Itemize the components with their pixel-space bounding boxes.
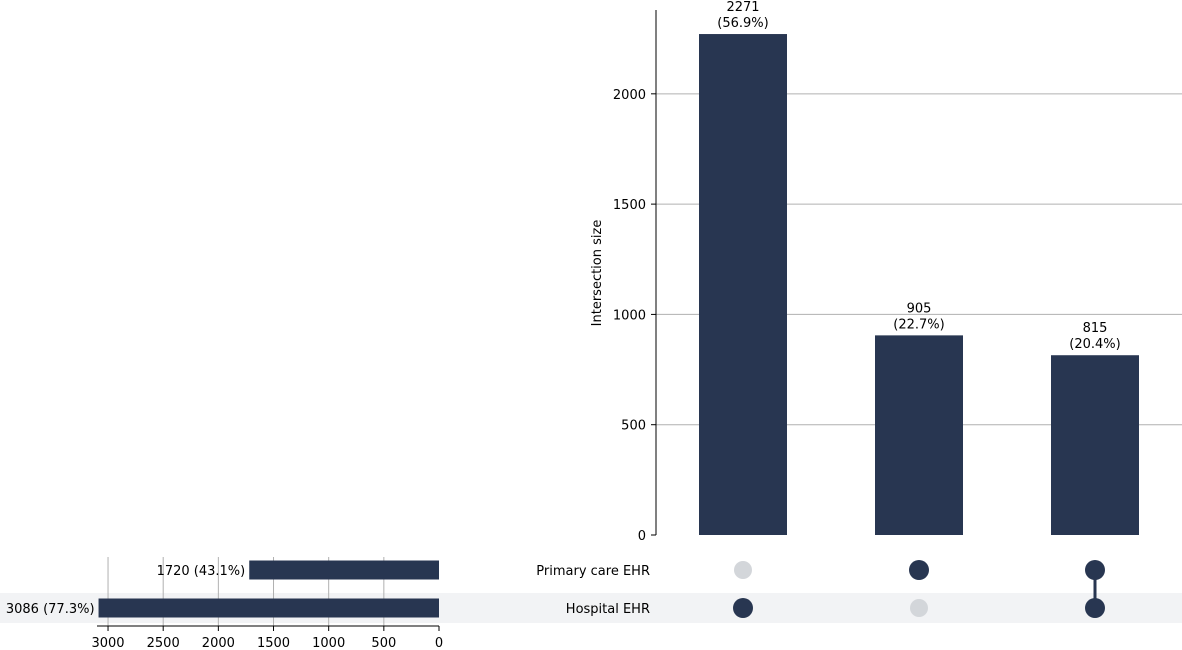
y-tick-label: 1500 [613, 198, 646, 213]
set-name-label: Primary care EHR [536, 564, 650, 579]
matrix-dot-active [909, 560, 929, 580]
set-size-bar [249, 560, 439, 580]
bar-value-label: 815 [1083, 321, 1108, 336]
membership-matrix [733, 560, 1105, 618]
intersection-bars: 2271(56.9%) 905(22.7%) 815(20.4%) [699, 0, 1139, 535]
intersection-bar [875, 335, 963, 535]
axes: 0 500 1000 1500 2000 3000 2500 2000 1500 1000 500 0 [91, 10, 657, 650]
gridlines [107, 93, 1182, 626]
y-tick-label: 1000 [613, 308, 646, 323]
x-tick-label: 2000 [202, 636, 235, 650]
x-tick-label: 500 [371, 636, 396, 650]
matrix-dot-active [733, 598, 753, 618]
x-tick-label: 1000 [312, 636, 345, 650]
matrix-dot-active [1085, 560, 1105, 580]
x-tick-label: 2500 [147, 636, 180, 650]
x-tick-label: 1500 [257, 636, 290, 650]
bar-percent-label: (20.4%) [1069, 337, 1120, 352]
bar-percent-label: (22.7%) [893, 317, 944, 332]
y-axis-label: Intersection size [590, 220, 605, 327]
bar-value-label: 905 [907, 301, 932, 316]
matrix-dot-inactive [910, 599, 928, 617]
y-tick-label: 0 [638, 529, 646, 544]
matrix-dot-inactive [734, 561, 752, 579]
intersection-bar [699, 34, 787, 535]
set-size-label: 3086 (77.3%) [6, 602, 95, 617]
set-size-bars: 1720 (43.1%) Primary care EHR 3086 (77.3%)… [6, 560, 650, 618]
x-tick-label: 0 [435, 636, 443, 650]
set-name-label: Hospital EHR [566, 602, 650, 617]
bar-value-label: 2271 [726, 0, 759, 15]
y-tick-label: 2000 [613, 88, 646, 103]
bar-percent-label: (56.9%) [717, 16, 768, 31]
x-tick-label: 3000 [91, 636, 124, 650]
y-tick-label: 500 [621, 419, 646, 434]
set-size-bar [98, 598, 439, 618]
labels: Intersection size [590, 220, 605, 327]
intersection-bar [1051, 355, 1139, 535]
matrix-dot-active [1085, 598, 1105, 618]
set-size-label: 1720 (43.1%) [157, 564, 246, 579]
